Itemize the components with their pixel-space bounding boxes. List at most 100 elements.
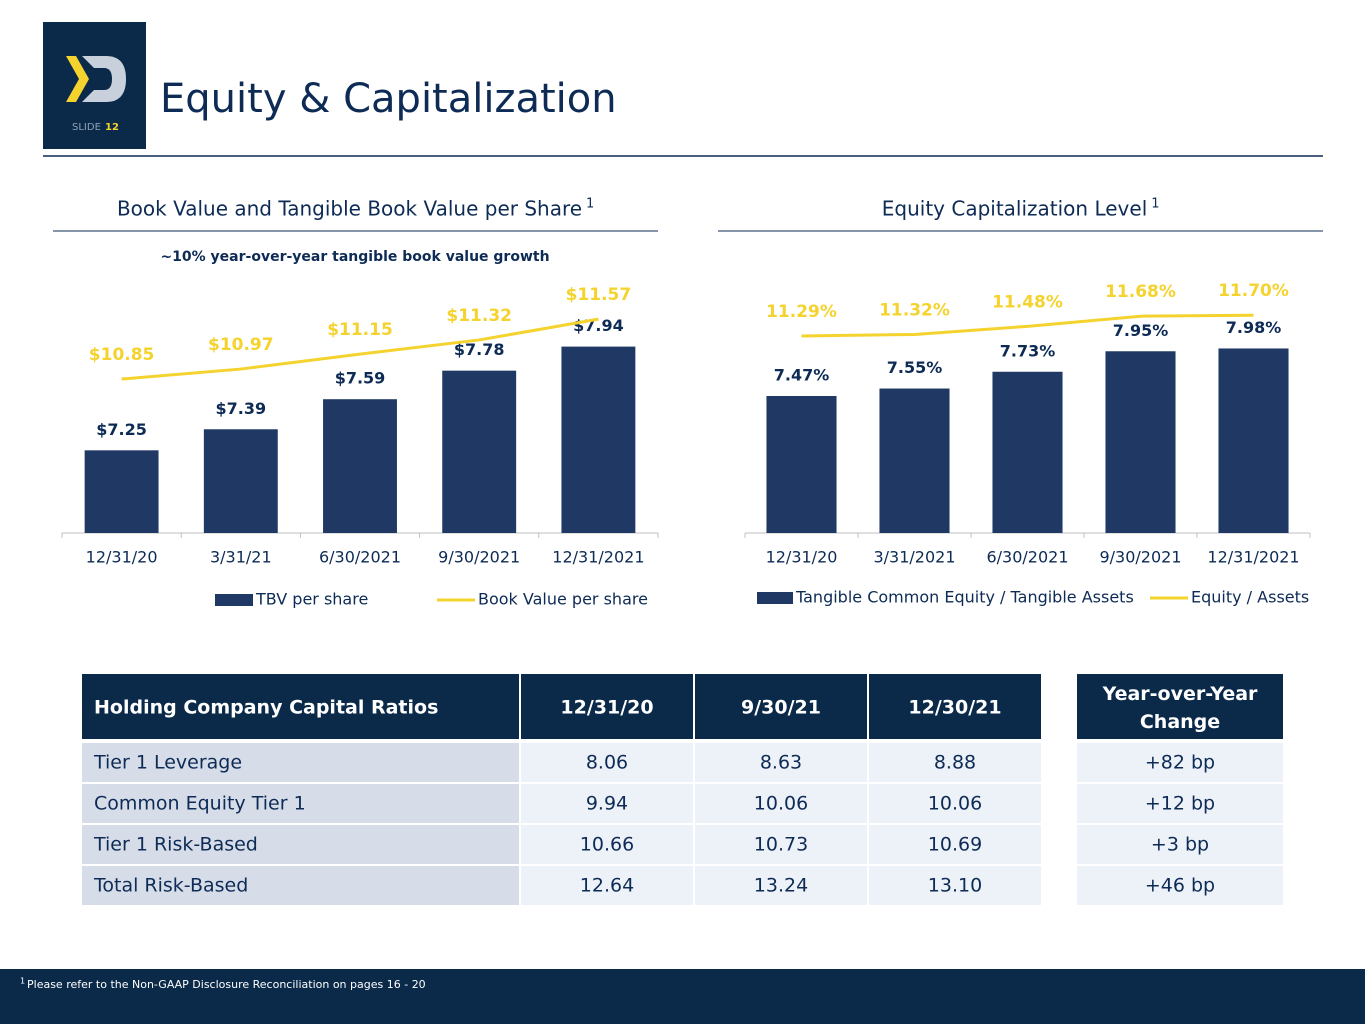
footnote-marker: 1 (20, 977, 25, 986)
bar (992, 371, 1063, 533)
table-cell (521, 743, 693, 782)
table-cell (695, 743, 867, 782)
table-cell (82, 784, 519, 823)
bar (1105, 351, 1176, 533)
x-tick-label: 12/31/2021 (552, 548, 644, 567)
chart-title: Book Value and Tangible Book Value per S… (117, 197, 582, 221)
table-cell-text: 10.66 (580, 834, 634, 856)
table-cell (869, 866, 1041, 905)
table-cell-text: 9.94 (586, 793, 628, 815)
table-cell (1077, 743, 1283, 782)
logo-shape (82, 56, 126, 102)
line-value-label: 11.29% (766, 302, 837, 322)
line-value-label: 11.70% (1218, 281, 1289, 301)
line-value-label: 11.68% (1105, 282, 1176, 302)
table-header-text: 12/31/20 (560, 697, 653, 719)
chart-title: Equity Capitalization Level (882, 197, 1148, 221)
line-value-label: $10.97 (208, 335, 274, 355)
table-cell-text: 8.63 (760, 752, 802, 774)
bar-value-label: 7.55% (887, 358, 943, 377)
x-tick-label: 12/31/20 (86, 548, 158, 567)
bar (1218, 348, 1289, 533)
bar-value-label: $7.25 (96, 420, 147, 439)
line-value-label: $11.32 (446, 306, 512, 326)
line (121, 317, 599, 381)
table-cell (869, 743, 1041, 782)
table-cell (1077, 784, 1283, 823)
slide-title: Equity & Capitalization (160, 76, 617, 122)
table-cell (1077, 825, 1283, 864)
table-cell-text: 10.73 (754, 834, 808, 856)
bar-value-label: 7.95% (1113, 321, 1169, 340)
bar (879, 388, 950, 533)
bar-value-label: $7.78 (454, 340, 505, 359)
table-cell-text: +12 bp (1145, 793, 1215, 815)
bar (84, 450, 159, 533)
x-tick-label: 6/30/2021 (319, 548, 401, 567)
bar (442, 370, 517, 533)
table-cell (695, 825, 867, 864)
table-cell (695, 784, 867, 823)
table-cell-text: 10.69 (928, 834, 982, 856)
logo-box (43, 22, 146, 149)
line-value-label: 11.32% (879, 300, 950, 320)
table-cell (82, 825, 519, 864)
table-cell (1077, 866, 1283, 905)
table-header-text: 9/30/21 (741, 697, 821, 719)
table-cell (695, 866, 867, 905)
bar-value-label: 7.73% (1000, 341, 1056, 360)
bar (561, 346, 636, 533)
table-cell-text: +82 bp (1145, 752, 1215, 774)
x-tick-label: 12/31/20 (766, 548, 838, 567)
legend-label: Equity / Assets (1191, 588, 1309, 607)
table-cell-text: 13.10 (928, 875, 982, 897)
x-tick-label: 12/31/2021 (1207, 548, 1299, 567)
table-header-cell (82, 674, 519, 739)
table-cell-text: 12.64 (580, 875, 634, 897)
table-cell (521, 866, 693, 905)
table-cell (82, 743, 519, 782)
table-cell (82, 866, 519, 905)
legend-swatch (757, 592, 793, 604)
table-cell-text: Tier 1 Risk-Based (93, 834, 258, 856)
table-cell-text: 10.06 (928, 793, 982, 815)
table-header-cell (521, 674, 693, 739)
bar-value-label: 7.47% (774, 365, 830, 384)
table-header-text: Year-over-Year Change (1102, 683, 1258, 733)
legend-label: Book Value per share (478, 590, 648, 609)
line (801, 313, 1254, 338)
table-cell-text: 10.06 (754, 793, 808, 815)
table-cell-text: Total Risk-Based (93, 875, 248, 897)
annotation: ~10% year-over-year tangible book value … (160, 249, 549, 265)
table-cell (869, 825, 1041, 864)
table-cell-text: 8.06 (586, 752, 628, 774)
table-header-text: 12/30/21 (908, 697, 1001, 719)
slide-label: SLIDE (72, 122, 101, 133)
x-tick-label: 9/30/2021 (438, 548, 520, 567)
x-tick-label: 9/30/2021 (1099, 548, 1181, 567)
x-tick-label: 6/30/2021 (986, 548, 1068, 567)
footnote-text: Please refer to the Non-GAAP Disclosure … (27, 978, 426, 991)
footer-band (0, 969, 1365, 1024)
bar-value-label: $7.94 (573, 316, 624, 335)
bar-value-label: 7.98% (1226, 318, 1282, 337)
bar (766, 395, 837, 533)
table-cell-text: Common Equity Tier 1 (94, 793, 306, 815)
line-value-label: $11.15 (327, 320, 393, 340)
legend-label: TBV per share (255, 590, 368, 609)
table-cell-text: 8.88 (934, 752, 976, 774)
legend-label: Tangible Common Equity / Tangible Assets (795, 588, 1134, 607)
chart-title-footnote: 1 (1151, 197, 1159, 212)
table-cell-text: +46 bp (1145, 875, 1215, 897)
table-cell-text: 13.24 (754, 875, 808, 897)
x-tick-label: 3/31/21 (210, 548, 272, 567)
table-cell (521, 784, 693, 823)
bar (323, 399, 397, 533)
table-header-text: Holding Company Capital Ratios (94, 697, 438, 719)
table-header-cell (695, 674, 867, 739)
line-value-label: $11.57 (566, 285, 632, 305)
bar (203, 429, 278, 533)
table-header-cell (1077, 674, 1283, 739)
table-header-cell (869, 674, 1041, 739)
